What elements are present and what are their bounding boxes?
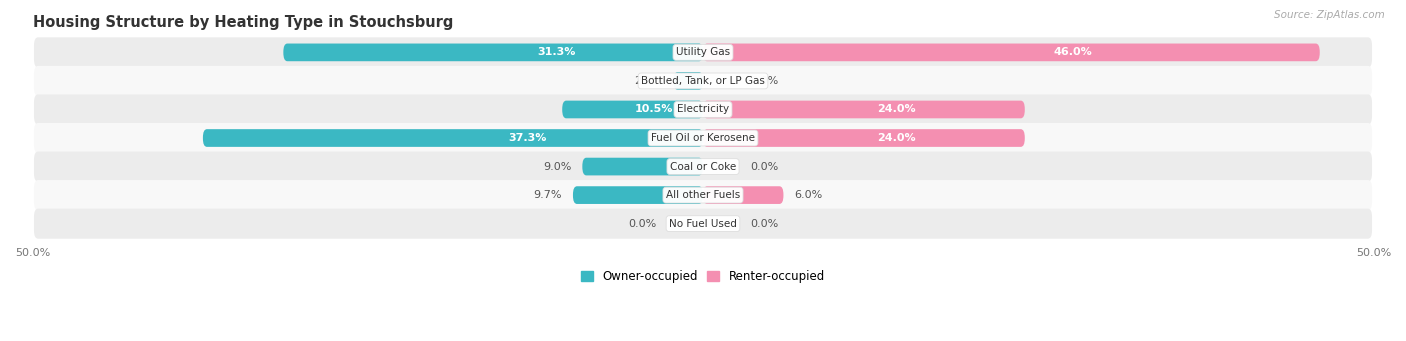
Text: Utility Gas: Utility Gas: [676, 47, 730, 57]
Text: 24.0%: 24.0%: [877, 133, 915, 143]
Text: No Fuel Used: No Fuel Used: [669, 219, 737, 229]
Text: 46.0%: 46.0%: [1053, 47, 1092, 57]
FancyBboxPatch shape: [34, 209, 1372, 239]
Text: 6.0%: 6.0%: [794, 190, 823, 200]
FancyBboxPatch shape: [703, 44, 1320, 61]
Text: 2.2%: 2.2%: [634, 76, 662, 86]
Text: 31.3%: 31.3%: [537, 47, 575, 57]
Text: 10.5%: 10.5%: [634, 104, 673, 115]
Text: 0.0%: 0.0%: [628, 219, 657, 229]
Text: 37.3%: 37.3%: [509, 133, 547, 143]
FancyBboxPatch shape: [34, 38, 1372, 68]
FancyBboxPatch shape: [202, 129, 703, 147]
FancyBboxPatch shape: [34, 66, 1372, 96]
Text: Fuel Oil or Kerosene: Fuel Oil or Kerosene: [651, 133, 755, 143]
Text: 0.0%: 0.0%: [749, 162, 778, 172]
FancyBboxPatch shape: [703, 218, 737, 230]
Text: All other Fuels: All other Fuels: [666, 190, 740, 200]
FancyBboxPatch shape: [703, 160, 737, 173]
FancyBboxPatch shape: [34, 94, 1372, 124]
FancyBboxPatch shape: [34, 123, 1372, 153]
Text: 9.7%: 9.7%: [534, 190, 562, 200]
FancyBboxPatch shape: [284, 44, 703, 61]
FancyBboxPatch shape: [703, 129, 1025, 147]
Text: Housing Structure by Heating Type in Stouchsburg: Housing Structure by Heating Type in Sto…: [32, 15, 453, 30]
Text: Electricity: Electricity: [676, 104, 730, 115]
Text: Bottled, Tank, or LP Gas: Bottled, Tank, or LP Gas: [641, 76, 765, 86]
Text: 0.0%: 0.0%: [749, 219, 778, 229]
FancyBboxPatch shape: [673, 72, 703, 90]
Text: 24.0%: 24.0%: [877, 104, 915, 115]
FancyBboxPatch shape: [669, 218, 703, 230]
Text: Source: ZipAtlas.com: Source: ZipAtlas.com: [1274, 10, 1385, 20]
FancyBboxPatch shape: [703, 101, 1025, 118]
Text: 0.0%: 0.0%: [749, 76, 778, 86]
FancyBboxPatch shape: [582, 158, 703, 175]
Text: 9.0%: 9.0%: [543, 162, 572, 172]
FancyBboxPatch shape: [703, 75, 737, 87]
Legend: Owner-occupied, Renter-occupied: Owner-occupied, Renter-occupied: [576, 266, 830, 288]
FancyBboxPatch shape: [34, 180, 1372, 210]
FancyBboxPatch shape: [34, 151, 1372, 182]
Text: Coal or Coke: Coal or Coke: [669, 162, 737, 172]
FancyBboxPatch shape: [574, 186, 703, 204]
FancyBboxPatch shape: [562, 101, 703, 118]
FancyBboxPatch shape: [703, 186, 783, 204]
